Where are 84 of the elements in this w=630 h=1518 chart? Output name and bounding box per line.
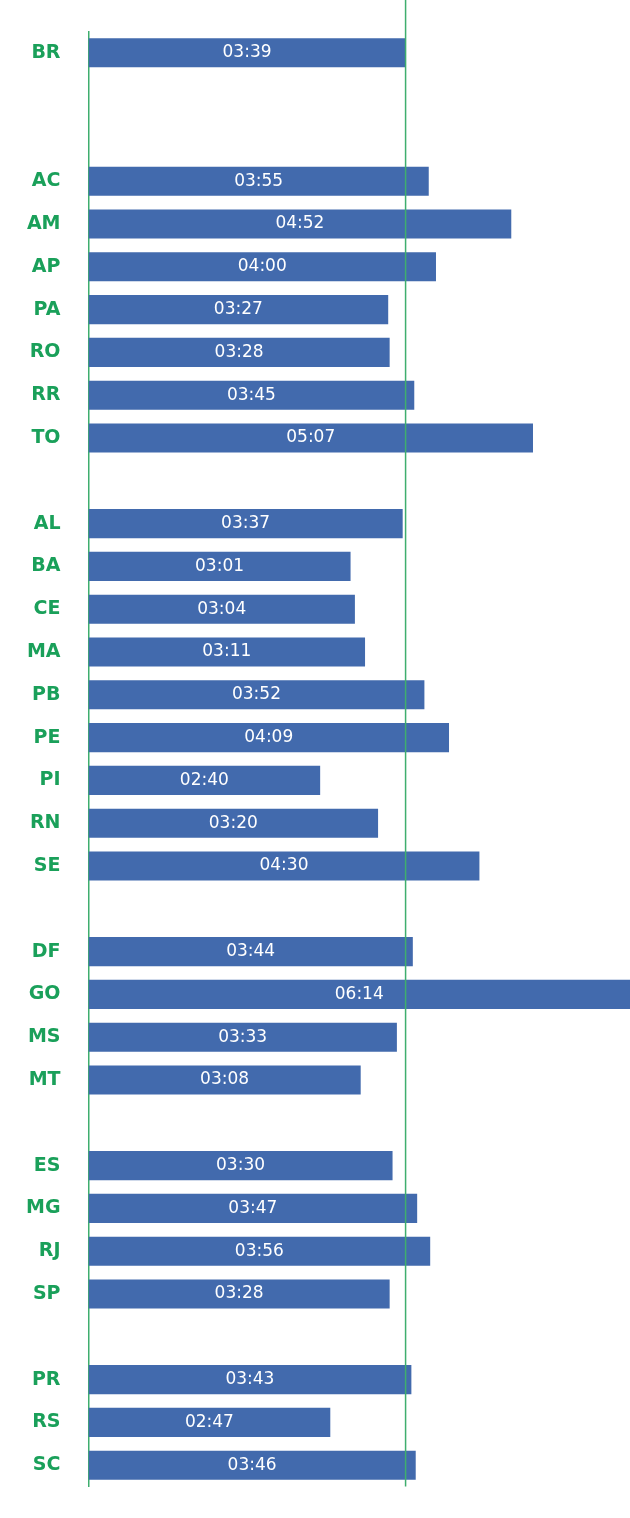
bar [88, 1151, 393, 1181]
y-tick-label: MT [28, 1066, 61, 1089]
y-tick-label: RO [29, 339, 61, 362]
y-tick-label: MA [26, 638, 61, 661]
y-tick-label: RN [29, 810, 61, 833]
y-tick-label: PR [31, 1366, 61, 1389]
bar [88, 1236, 431, 1266]
y-tick-label: SC [32, 1452, 61, 1475]
bar [88, 1450, 416, 1480]
bar [88, 808, 379, 838]
bar [88, 979, 630, 1009]
data-label: 03:43 [225, 1368, 275, 1389]
data-label: 03:46 [227, 1453, 277, 1474]
data-label: 03:47 [228, 1196, 278, 1217]
bar [88, 551, 351, 581]
bar [88, 337, 390, 367]
y-tick-label: RR [31, 382, 61, 405]
data-label: 03:04 [197, 597, 247, 618]
data-label: 03:56 [234, 1239, 284, 1260]
data-label: 03:28 [214, 1282, 264, 1303]
data-label: 02:47 [184, 1410, 234, 1431]
y-tick-label: GO [28, 981, 61, 1004]
y-tick-label: DF [31, 938, 61, 961]
bar [88, 166, 429, 196]
bar [88, 1365, 412, 1395]
y-tick-label: PB [32, 681, 61, 704]
bar [88, 209, 512, 239]
data-label: 03:55 [234, 169, 284, 190]
bar [88, 423, 533, 453]
data-label: 03:01 [195, 554, 245, 575]
data-label: 03:37 [221, 512, 271, 533]
data-label: 03:52 [231, 683, 281, 704]
bar [88, 1407, 331, 1437]
y-tick-label: CE [33, 596, 61, 619]
y-tick-label: AL [33, 510, 61, 533]
y-tick-label: BR [31, 39, 61, 62]
data-label: 03:33 [218, 1025, 268, 1046]
bar [88, 851, 480, 881]
y-tick-label: PA [33, 296, 61, 319]
bar [88, 937, 413, 967]
y-tick-label: AC [31, 168, 61, 191]
bar [88, 680, 425, 710]
bar [88, 38, 406, 68]
bar [88, 380, 415, 410]
bar [88, 1279, 390, 1309]
y-tick-label: TO [31, 424, 61, 447]
data-label: 03:45 [226, 383, 276, 404]
y-tick-label: ES [33, 1152, 61, 1175]
data-label: 03:28 [214, 340, 264, 361]
y-tick-label: SE [33, 852, 61, 875]
data-label: 03:11 [202, 640, 252, 661]
bar [88, 594, 355, 624]
bar [88, 1193, 418, 1223]
data-label: 03:39 [222, 41, 272, 62]
data-label: 04:00 [237, 255, 287, 276]
bar [88, 637, 366, 667]
bar [88, 252, 436, 282]
bar [88, 1022, 397, 1052]
bar [88, 509, 403, 539]
data-label: 03:20 [208, 811, 258, 832]
data-label: 06:14 [334, 982, 384, 1003]
data-label: 03:30 [216, 1154, 266, 1175]
y-tick-label: SP [32, 1280, 61, 1303]
data-label: 04:09 [244, 726, 294, 747]
bar [88, 295, 389, 325]
bar [88, 1065, 361, 1095]
data-label: 03:44 [226, 940, 276, 961]
bar [88, 765, 321, 795]
data-label: 03:27 [213, 298, 263, 319]
data-label: 05:07 [286, 426, 336, 447]
data-label: 04:30 [259, 854, 309, 875]
y-tick-label: BA [31, 553, 61, 576]
bar [88, 723, 450, 753]
y-tick-label: RS [32, 1409, 61, 1432]
data-label: 03:08 [200, 1068, 250, 1089]
y-tick-label: AM [26, 210, 61, 233]
y-tick-label: PE [33, 724, 61, 747]
y-tick-label: PI [39, 767, 61, 790]
y-tick-label: AP [31, 253, 61, 276]
y-tick-label: MG [25, 1195, 61, 1218]
data-label: 04:52 [275, 212, 325, 233]
data-label: 02:40 [179, 768, 229, 789]
y-tick-label: MS [27, 1024, 61, 1047]
y-tick-label: RJ [38, 1238, 61, 1261]
